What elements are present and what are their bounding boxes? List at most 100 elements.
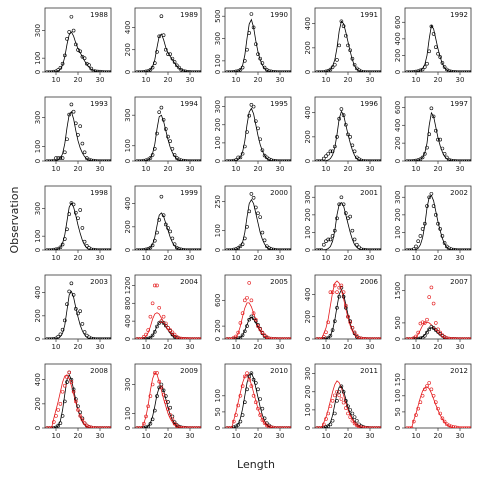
x-tick-label: 20 <box>164 165 173 173</box>
observation-point <box>104 426 109 428</box>
observation-point <box>262 421 267 425</box>
x-tick-label: 30 <box>456 343 465 351</box>
observation-point <box>444 244 449 249</box>
observation-point <box>159 194 164 199</box>
y-tick-label: 300 <box>394 191 402 204</box>
observation-point <box>436 330 440 334</box>
x-tick-label: 20 <box>344 343 353 351</box>
observation-point <box>150 301 155 306</box>
observation-point <box>429 285 434 290</box>
observation-point <box>368 337 372 339</box>
x-tick-label: 30 <box>96 432 105 440</box>
observation-point <box>433 45 438 49</box>
panel-1992: 10 20 30 0 200 400 600 1992 <box>394 7 472 84</box>
observation-point <box>418 68 423 72</box>
observation-point <box>153 408 157 413</box>
observation-point <box>328 67 333 72</box>
y-tick-label: 250 <box>214 195 222 208</box>
observation-point <box>416 336 420 339</box>
x-tick-label: 30 <box>186 254 195 262</box>
observation-point <box>458 159 462 161</box>
observation-point <box>343 33 348 38</box>
observation-point <box>458 248 462 250</box>
observation-point <box>271 425 276 428</box>
observation-point <box>194 426 199 428</box>
observation-point <box>107 426 111 428</box>
observation-point <box>422 65 427 69</box>
observation-point <box>422 221 427 226</box>
x-tick-label: 20 <box>164 343 173 351</box>
observation-point <box>467 337 471 339</box>
observation-point <box>161 314 166 319</box>
observation-point <box>440 416 445 421</box>
observation-point <box>464 70 469 72</box>
observation-point <box>258 413 263 417</box>
fitted-curve <box>407 111 471 161</box>
y-tick-label: 200 <box>214 319 222 332</box>
observation-point <box>262 65 267 70</box>
observation-point <box>168 229 172 234</box>
fitted-curve <box>137 372 201 428</box>
observation-point <box>337 202 342 207</box>
fitted-curve <box>317 385 381 428</box>
observation-point <box>366 426 370 428</box>
fitted-curve <box>317 289 381 339</box>
observation-point <box>229 337 234 339</box>
y-tick-label: 0 <box>124 248 132 252</box>
observation-point <box>339 384 344 389</box>
panel-year-label: 2007 <box>450 278 468 286</box>
observation-point <box>249 192 254 196</box>
observation-point <box>183 426 188 428</box>
panel-1989: 10 20 30 0 200 400 1989 <box>124 7 202 84</box>
observation-point <box>326 320 331 325</box>
observation-point <box>330 234 335 238</box>
observation-point <box>467 426 471 428</box>
observation-point <box>183 69 188 72</box>
x-tick-label: 30 <box>366 165 375 173</box>
observation-point <box>366 248 370 250</box>
observation-point <box>148 421 153 426</box>
observation-point <box>49 159 54 161</box>
observation-point <box>405 337 409 339</box>
observation-point <box>93 337 98 339</box>
observation-point <box>247 317 251 322</box>
observation-point <box>339 285 344 290</box>
observation-point <box>236 330 240 335</box>
observation-point <box>234 413 238 417</box>
x-tick-label: 20 <box>344 165 353 173</box>
observation-point <box>238 244 243 248</box>
observation-point <box>243 236 247 241</box>
observation-point <box>245 130 249 134</box>
x-tick-label: 20 <box>434 165 443 173</box>
panel-year-label: 1989 <box>180 11 198 19</box>
observation-point <box>150 65 155 70</box>
observation-point <box>377 70 381 72</box>
observation-point <box>317 70 322 72</box>
observation-point <box>343 303 348 308</box>
observation-point <box>247 209 251 214</box>
observation-point <box>359 425 363 428</box>
observation-point <box>150 333 155 338</box>
observation-point <box>442 241 447 245</box>
observation-point <box>249 371 254 376</box>
observation-point <box>157 379 161 384</box>
y-tick-label: 200 <box>124 220 132 233</box>
observation-point <box>339 195 344 200</box>
observation-point <box>78 410 82 415</box>
observation-point <box>409 426 414 428</box>
observation-point <box>449 158 453 161</box>
observation-point <box>188 337 192 339</box>
observation-point <box>267 336 271 339</box>
observation-point <box>177 157 181 161</box>
observation-point <box>328 404 333 409</box>
observation-point <box>96 337 100 339</box>
observation-point <box>276 70 280 72</box>
observation-point <box>67 370 71 375</box>
observation-point <box>137 70 142 72</box>
observation-point <box>91 247 96 250</box>
observation-point <box>56 68 61 72</box>
y-tick-label: 400 <box>394 32 402 45</box>
y-tick-label: 400 <box>394 119 402 132</box>
observation-point <box>247 113 251 118</box>
